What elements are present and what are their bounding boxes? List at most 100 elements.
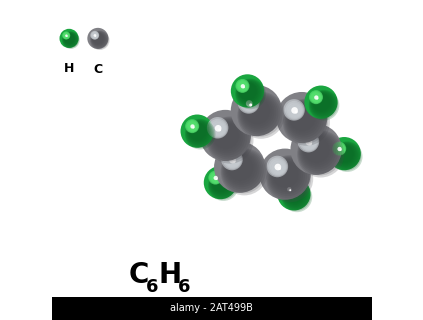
Circle shape (236, 79, 264, 108)
Circle shape (209, 172, 222, 184)
Circle shape (334, 143, 359, 168)
Circle shape (226, 154, 255, 183)
Circle shape (87, 28, 108, 49)
Circle shape (309, 90, 339, 121)
Circle shape (229, 157, 236, 164)
Circle shape (271, 160, 303, 192)
Circle shape (316, 98, 319, 100)
Circle shape (62, 32, 79, 48)
Circle shape (63, 32, 70, 39)
Circle shape (249, 103, 252, 107)
Circle shape (313, 94, 330, 111)
Circle shape (235, 79, 266, 109)
Circle shape (207, 117, 228, 139)
Circle shape (284, 184, 295, 195)
Circle shape (283, 183, 295, 195)
Circle shape (310, 91, 322, 104)
Circle shape (286, 186, 293, 193)
Circle shape (228, 156, 239, 166)
Circle shape (214, 176, 218, 180)
Circle shape (298, 131, 342, 175)
Circle shape (272, 162, 299, 188)
Circle shape (214, 124, 224, 134)
Circle shape (287, 187, 291, 191)
Circle shape (275, 164, 281, 170)
Circle shape (282, 182, 311, 211)
Circle shape (239, 93, 280, 135)
Circle shape (335, 145, 354, 164)
Circle shape (222, 149, 266, 193)
Circle shape (242, 96, 274, 129)
Circle shape (226, 154, 240, 167)
Circle shape (335, 144, 345, 154)
Circle shape (62, 31, 80, 49)
Circle shape (289, 105, 316, 132)
Circle shape (212, 122, 225, 135)
Circle shape (283, 99, 305, 121)
Circle shape (95, 36, 96, 37)
Circle shape (209, 119, 228, 138)
Text: 6: 6 (178, 278, 190, 296)
Circle shape (209, 172, 236, 198)
Text: C: C (93, 63, 102, 76)
Circle shape (299, 132, 318, 151)
Circle shape (278, 167, 281, 170)
Circle shape (236, 80, 263, 107)
Circle shape (283, 99, 330, 146)
Circle shape (64, 33, 69, 38)
Circle shape (233, 160, 236, 163)
Circle shape (213, 123, 239, 149)
Circle shape (241, 84, 246, 90)
Circle shape (212, 174, 220, 183)
Circle shape (239, 82, 247, 91)
Circle shape (231, 85, 282, 136)
Circle shape (287, 188, 293, 193)
Circle shape (246, 100, 253, 107)
Circle shape (297, 131, 344, 178)
Circle shape (64, 34, 74, 44)
Circle shape (186, 120, 198, 132)
Circle shape (241, 95, 276, 131)
Circle shape (246, 100, 254, 109)
Circle shape (287, 102, 303, 119)
Circle shape (243, 97, 272, 126)
Circle shape (188, 122, 208, 141)
Circle shape (244, 99, 255, 110)
Circle shape (214, 142, 265, 193)
Circle shape (244, 98, 270, 124)
Circle shape (239, 94, 258, 113)
Circle shape (223, 151, 262, 189)
Circle shape (311, 92, 321, 103)
Circle shape (185, 119, 199, 133)
Circle shape (259, 148, 310, 200)
Circle shape (305, 139, 312, 146)
Circle shape (306, 139, 314, 148)
Circle shape (212, 174, 229, 192)
Circle shape (336, 145, 353, 163)
Circle shape (282, 182, 296, 196)
Circle shape (215, 125, 223, 133)
Circle shape (93, 33, 104, 44)
Circle shape (291, 124, 342, 175)
Circle shape (91, 31, 99, 39)
Circle shape (212, 174, 231, 193)
Circle shape (65, 34, 69, 38)
Circle shape (305, 138, 315, 148)
Circle shape (91, 32, 107, 47)
Circle shape (210, 120, 245, 156)
Circle shape (92, 32, 98, 39)
Circle shape (187, 121, 212, 146)
Circle shape (288, 104, 302, 118)
Circle shape (287, 103, 320, 135)
Circle shape (340, 149, 341, 151)
Circle shape (332, 142, 346, 156)
Circle shape (200, 110, 251, 161)
Circle shape (272, 161, 285, 174)
Text: alamy - 2AT499B: alamy - 2AT499B (170, 303, 253, 313)
Circle shape (210, 172, 235, 197)
Circle shape (212, 122, 241, 151)
Circle shape (333, 142, 360, 169)
Circle shape (211, 121, 243, 153)
Circle shape (277, 177, 310, 211)
Circle shape (332, 142, 361, 171)
